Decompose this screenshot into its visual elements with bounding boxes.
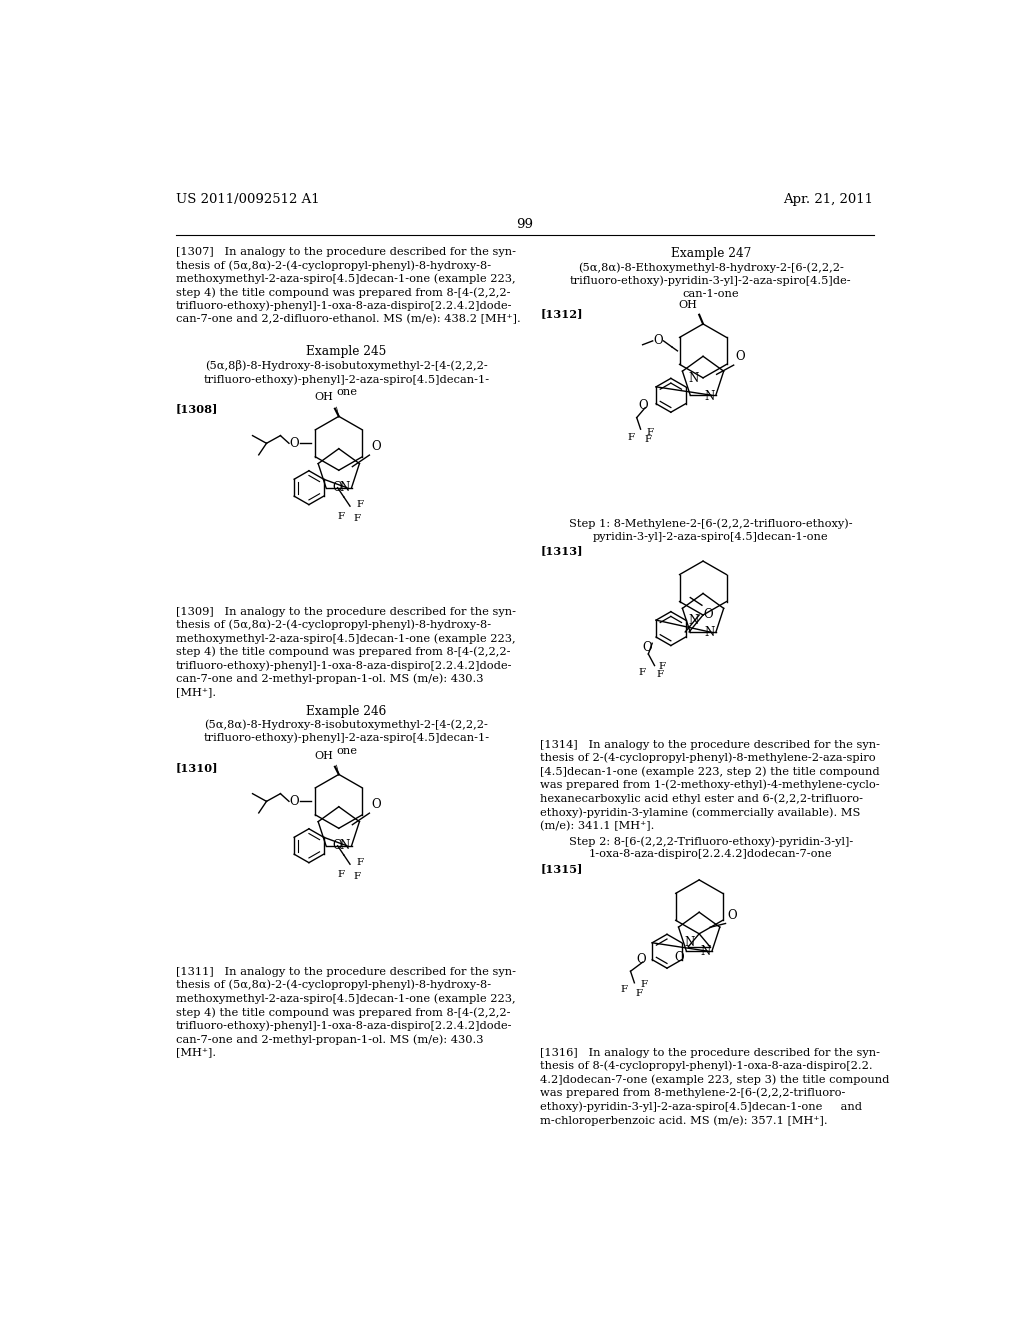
Text: Step 1: 8-Methylene-2-[6-(2,2,2-trifluoro-ethoxy)-
pyridin-3-yl]-2-aza-spiro[4.5: Step 1: 8-Methylene-2-[6-(2,2,2-trifluor… [569, 519, 853, 543]
Text: O: O [643, 642, 652, 653]
Text: [1309]   In analogy to the procedure described for the syn-
thesis of (5α,8α)-2-: [1309] In analogy to the procedure descr… [176, 607, 516, 697]
Text: F: F [644, 436, 651, 445]
Text: N: N [339, 482, 349, 494]
Text: US 2011/0092512 A1: US 2011/0092512 A1 [176, 193, 319, 206]
Text: N: N [688, 614, 698, 627]
Text: O: O [653, 334, 663, 347]
Text: N: N [688, 372, 698, 385]
Text: F: F [628, 433, 635, 442]
Text: [1310]: [1310] [176, 762, 218, 774]
Text: OH: OH [678, 300, 697, 310]
Text: N: N [705, 389, 715, 403]
Text: F: F [337, 870, 344, 879]
Text: F: F [636, 989, 643, 998]
Text: F: F [337, 512, 344, 521]
Text: F: F [353, 513, 360, 523]
Text: (5α,8α)-8-Ethoxymethyl-8-hydroxy-2-[6-(2,2,2-
trifluoro-ethoxy)-pyridin-3-yl]-2-: (5α,8α)-8-Ethoxymethyl-8-hydroxy-2-[6-(2… [570, 263, 852, 300]
Text: Step 2: 8-[6-(2,2,2-Trifluoro-ethoxy)-pyridin-3-yl]-
1-oxa-8-aza-dispiro[2.2.4.2: Step 2: 8-[6-(2,2,2-Trifluoro-ethoxy)-py… [568, 836, 853, 859]
Text: [1307]   In analogy to the procedure described for the syn-
thesis of (5α,8α)-2-: [1307] In analogy to the procedure descr… [176, 247, 521, 325]
Text: [1316]   In analogy to the procedure described for the syn-
thesis of 8-(4-cyclo: [1316] In analogy to the procedure descr… [541, 1048, 890, 1126]
Text: F: F [656, 671, 664, 680]
Text: O: O [636, 953, 646, 966]
Text: F: F [353, 873, 360, 880]
Text: Example 247: Example 247 [671, 247, 751, 260]
Text: O: O [372, 440, 381, 453]
Text: [1308]: [1308] [176, 404, 218, 414]
Text: N: N [705, 626, 715, 639]
Text: Apr. 21, 2011: Apr. 21, 2011 [783, 193, 873, 206]
Text: O: O [332, 840, 342, 853]
Text: Example 245: Example 245 [306, 345, 387, 358]
Text: (5α,8β)-8-Hydroxy-8-isobutoxymethyl-2-[4-(2,2,2-
trifluoro-ethoxy)-phenyl]-2-aza: (5α,8β)-8-Hydroxy-8-isobutoxymethyl-2-[4… [204, 360, 489, 397]
Text: [1312]: [1312] [541, 309, 583, 319]
Text: F: F [647, 428, 654, 437]
Text: [1311]   In analogy to the procedure described for the syn-
thesis of (5α,8α)-2-: [1311] In analogy to the procedure descr… [176, 966, 516, 1057]
Text: OH: OH [314, 392, 334, 403]
Text: [1313]: [1313] [541, 545, 583, 556]
Text: F: F [658, 661, 666, 671]
Text: F: F [620, 985, 627, 994]
Text: F: F [641, 981, 648, 990]
Text: O: O [290, 437, 299, 450]
Text: O: O [332, 482, 342, 494]
Text: (5α,8α)-8-Hydroxy-8-isobutoxymethyl-2-[4-(2,2,2-
trifluoro-ethoxy)-phenyl]-2-aza: (5α,8α)-8-Hydroxy-8-isobutoxymethyl-2-[4… [204, 719, 489, 756]
Text: F: F [356, 858, 364, 867]
Text: O: O [290, 795, 299, 808]
Text: F: F [638, 668, 645, 677]
Text: [1314]   In analogy to the procedure described for the syn-
thesis of 2-(4-cyclo: [1314] In analogy to the procedure descr… [541, 739, 881, 830]
Text: O: O [703, 609, 713, 622]
Text: O: O [639, 399, 648, 412]
Text: [1315]: [1315] [541, 863, 583, 874]
Text: O: O [675, 950, 684, 964]
Text: F: F [356, 500, 364, 510]
Text: O: O [735, 350, 744, 363]
Text: O: O [372, 797, 381, 810]
Text: OH: OH [314, 751, 334, 760]
Text: N: N [339, 840, 349, 853]
Text: 99: 99 [516, 218, 534, 231]
Text: O: O [727, 909, 736, 921]
Text: Example 246: Example 246 [306, 705, 387, 718]
Text: N: N [684, 936, 694, 949]
Text: N: N [700, 945, 711, 958]
